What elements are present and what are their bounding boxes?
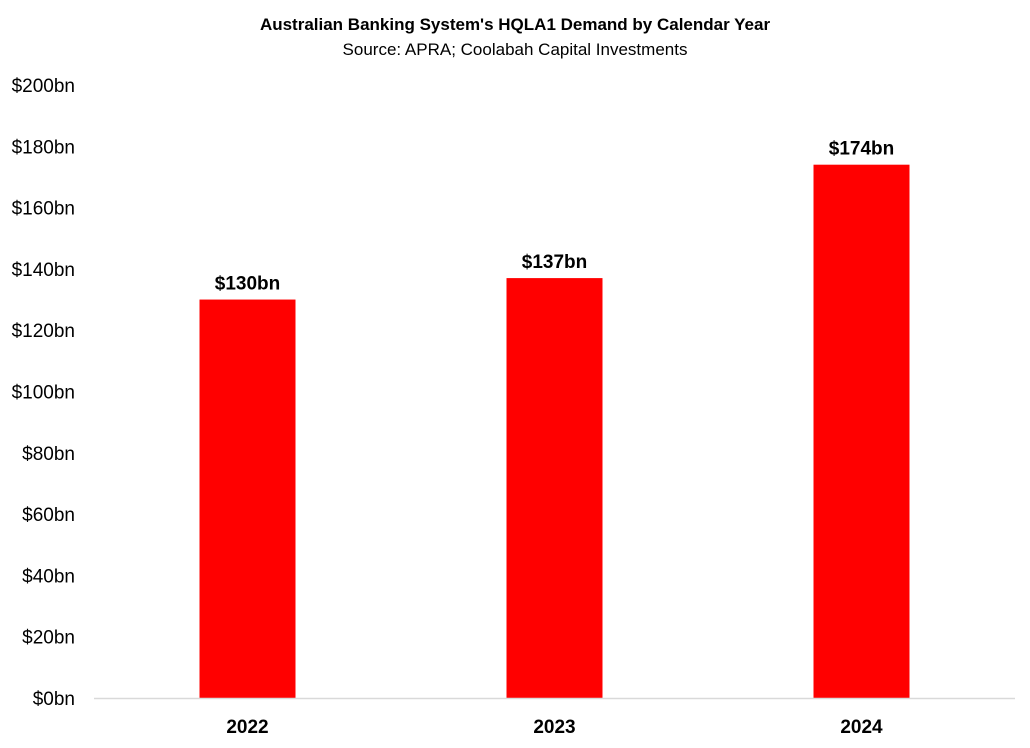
- y-tick-label: $0bn: [33, 689, 75, 710]
- y-tick-label: $100bn: [12, 383, 75, 404]
- x-tick-label: 2022: [226, 717, 268, 738]
- y-tick-label: $180bn: [12, 137, 75, 158]
- chart-subtitle: Source: APRA; Coolabah Capital Investmen…: [342, 40, 688, 59]
- y-tick-label: $40bn: [22, 566, 75, 587]
- x-tick-label: 2023: [533, 717, 575, 738]
- bar-2022: [199, 299, 296, 698]
- y-tick-label: $20bn: [22, 628, 75, 649]
- chart-title: Australian Banking System's HQLA1 Demand…: [259, 15, 771, 34]
- y-tick-label: $60bn: [22, 505, 75, 526]
- data-label: $174bn: [829, 139, 894, 160]
- data-label: $130bn: [215, 274, 280, 295]
- y-tick-label: $200bn: [12, 76, 75, 97]
- y-tick-label: $120bn: [12, 321, 75, 342]
- y-tick-label: $80bn: [22, 444, 75, 465]
- x-tick-label: 2024: [840, 717, 883, 738]
- y-tick-label: $160bn: [12, 199, 75, 220]
- data-label: $137bn: [522, 252, 587, 273]
- y-tick-label: $140bn: [12, 260, 75, 281]
- bar-2024: [813, 164, 910, 698]
- bar-2023: [506, 278, 603, 698]
